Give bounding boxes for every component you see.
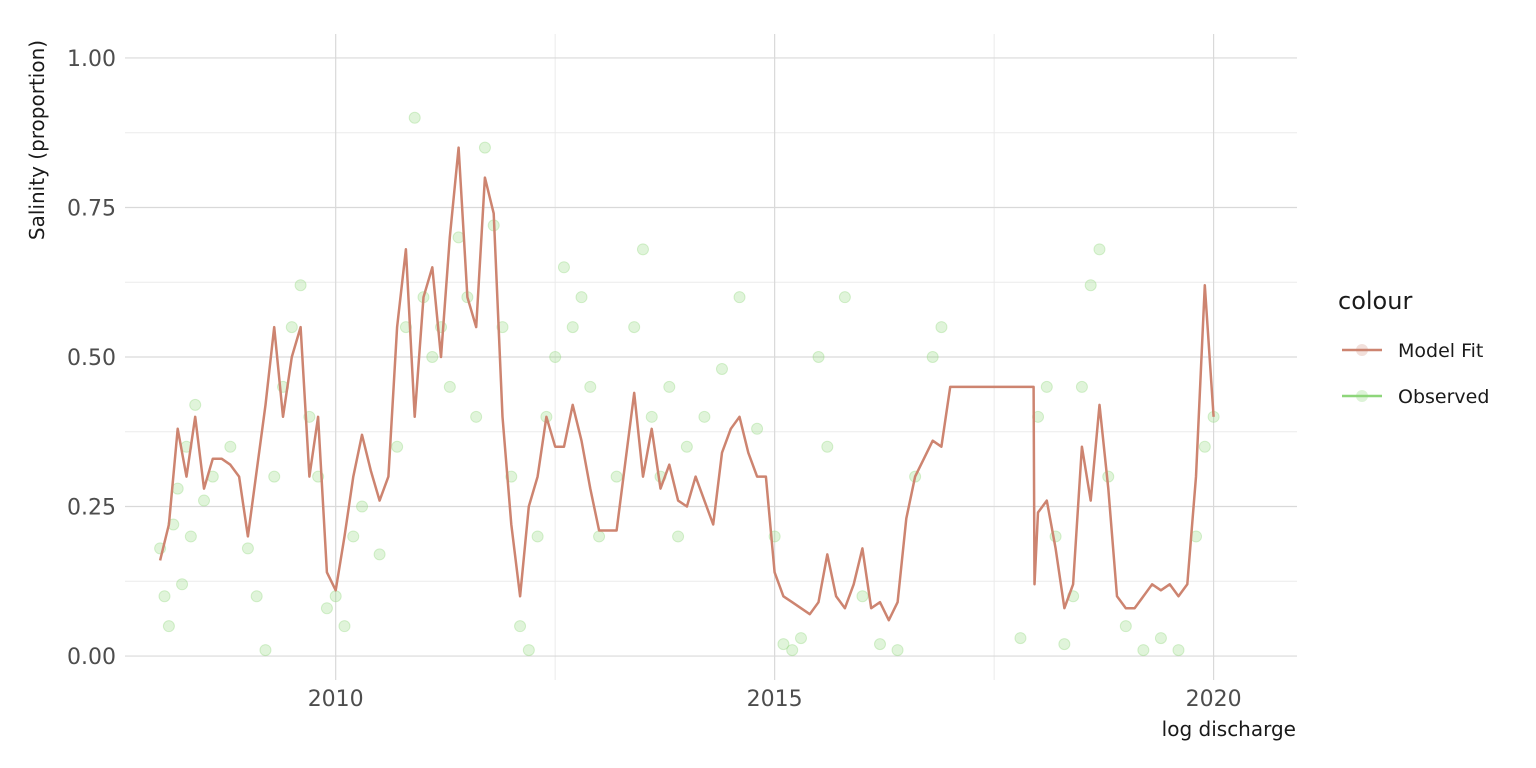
observed-point	[794, 632, 807, 645]
observed-point	[470, 410, 483, 423]
legend-key-observed-point	[1356, 390, 1368, 402]
legend-entry-observed: Observed	[1342, 386, 1489, 408]
model-fit-line	[158, 146, 1215, 622]
legend-label-model-fit: Model Fit	[1398, 340, 1483, 362]
observed-point	[777, 638, 790, 651]
observed-point	[636, 243, 649, 256]
observed-point	[1137, 644, 1150, 657]
observed-point	[838, 291, 851, 304]
observed-point	[891, 644, 904, 657]
legend-title: colour	[1338, 287, 1412, 315]
observed-point	[935, 321, 948, 334]
observed-point	[557, 261, 570, 274]
observed-point	[1154, 632, 1167, 645]
observed-point	[645, 410, 658, 423]
observed-point	[1093, 243, 1106, 256]
observed-point	[162, 620, 175, 633]
observed-point	[566, 321, 579, 334]
observed-point	[698, 410, 711, 423]
x-axis-title: log discharge	[1162, 717, 1296, 741]
observed-point	[171, 482, 184, 495]
observed-point	[241, 542, 254, 555]
observed-point	[549, 351, 562, 363]
observed-point	[628, 321, 641, 334]
observed-point	[751, 422, 764, 435]
observed-point	[514, 620, 527, 633]
y-axis-ticks: 0.00 0.25 0.50 0.75 1.00	[67, 47, 116, 670]
y-tick-label: 0.75	[67, 196, 116, 221]
observed-point	[478, 141, 491, 154]
observed-point	[184, 530, 197, 543]
observed-point	[522, 644, 535, 657]
y-axis-title: Salinity (proportion)	[25, 40, 49, 240]
observed-point	[356, 500, 369, 513]
observed-point	[856, 590, 869, 603]
observed-point	[812, 351, 825, 363]
x-axis-ticks: 2010 2015 2020	[308, 687, 1242, 712]
observed-point	[593, 530, 606, 543]
observed-point	[672, 530, 685, 543]
legend: colour Model Fit Observed	[1338, 287, 1489, 408]
observed-point	[610, 470, 623, 483]
observed-point	[268, 470, 281, 483]
observed-point	[320, 602, 333, 615]
observed-point	[443, 380, 456, 393]
x-tick-label: 2015	[747, 687, 803, 712]
observed-point	[575, 291, 588, 304]
model-fit-lines	[158, 146, 1215, 622]
y-tick-label: 0.50	[67, 346, 116, 371]
observed-point	[224, 440, 237, 453]
legend-entry-model-fit: Model Fit	[1342, 340, 1483, 362]
observed-point	[294, 279, 307, 292]
y-tick-label: 0.00	[67, 645, 116, 670]
observed-point	[821, 440, 834, 453]
observed-point	[1075, 380, 1088, 393]
observed-point	[1058, 638, 1071, 651]
x-tick-label: 2020	[1186, 687, 1242, 712]
observed-point	[663, 380, 676, 393]
observed-point	[250, 590, 263, 603]
observed-point	[1172, 644, 1185, 657]
observed-point	[926, 351, 939, 363]
observed-point	[338, 620, 351, 633]
observed-point	[786, 644, 799, 657]
observed-point	[1040, 380, 1053, 393]
observed-point	[373, 548, 386, 561]
observed-point	[1198, 440, 1211, 453]
observed-point	[531, 530, 544, 543]
observed-point	[733, 291, 746, 304]
observed-point	[158, 590, 171, 603]
legend-key-model-fit-point	[1356, 344, 1368, 356]
observed-point	[584, 380, 597, 393]
observed-point	[329, 590, 342, 603]
observed-point	[198, 494, 211, 507]
observed-point	[189, 398, 202, 411]
observed-point	[347, 530, 360, 543]
observed-point	[259, 644, 272, 657]
observed-point	[426, 351, 439, 363]
observed-point	[391, 440, 404, 453]
legend-label-observed: Observed	[1398, 386, 1489, 408]
observed-point	[1119, 620, 1132, 633]
observed-point	[285, 321, 298, 334]
y-tick-label: 1.00	[67, 47, 116, 72]
observed-point	[680, 440, 693, 453]
x-tick-label: 2010	[308, 687, 364, 712]
observed-point	[176, 578, 189, 591]
observed-point	[873, 638, 886, 651]
observed-point	[408, 111, 421, 124]
observed-point	[1014, 632, 1027, 645]
y-tick-label: 0.25	[67, 496, 116, 521]
observed-point	[1084, 279, 1097, 292]
observed-point	[715, 362, 728, 375]
